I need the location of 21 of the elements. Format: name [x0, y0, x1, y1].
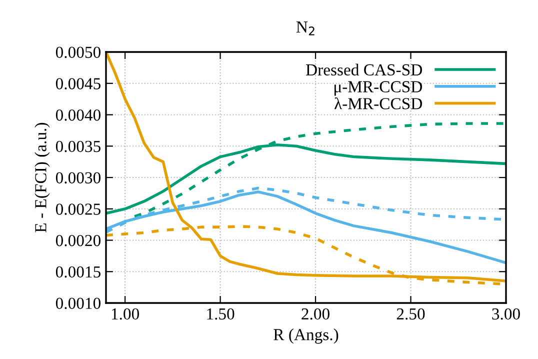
x-tick-label: 3.00: [492, 308, 520, 320]
x-tick-label: 2.00: [302, 308, 330, 320]
x-axis-title: R (Angs.): [274, 328, 338, 344]
y-tick-label: 0.0015: [56, 266, 100, 278]
y-tick-label: 0.0010: [56, 298, 101, 310]
chart-title: N$_{2}$: [296, 22, 314, 36]
line-series: [106, 190, 506, 264]
y-tick-label: 0.0030: [56, 172, 101, 184]
x-tick-label: 1.50: [207, 308, 234, 320]
y-tick-label: 0.0035: [56, 140, 100, 152]
y-tick-label: 0.0020: [56, 234, 101, 246]
legend-label: μ-MR-CCSD: [334, 81, 422, 96]
x-tick-label: 1.00: [112, 308, 139, 320]
y-tick-label: 0.0045: [56, 78, 100, 90]
x-tick-label: 2.50: [396, 308, 425, 320]
legend-label: Dressed CAS-SD: [306, 64, 422, 76]
y-tick-label: 0.0040: [56, 109, 101, 121]
y-axis-title: E - E(FCI) (a.u.): [34, 122, 50, 232]
legend-label: λ-MR-CCSD: [334, 97, 422, 110]
y-tick-label: 0.0025: [56, 204, 100, 215]
y-tick-label: 0.0050: [56, 46, 101, 58]
